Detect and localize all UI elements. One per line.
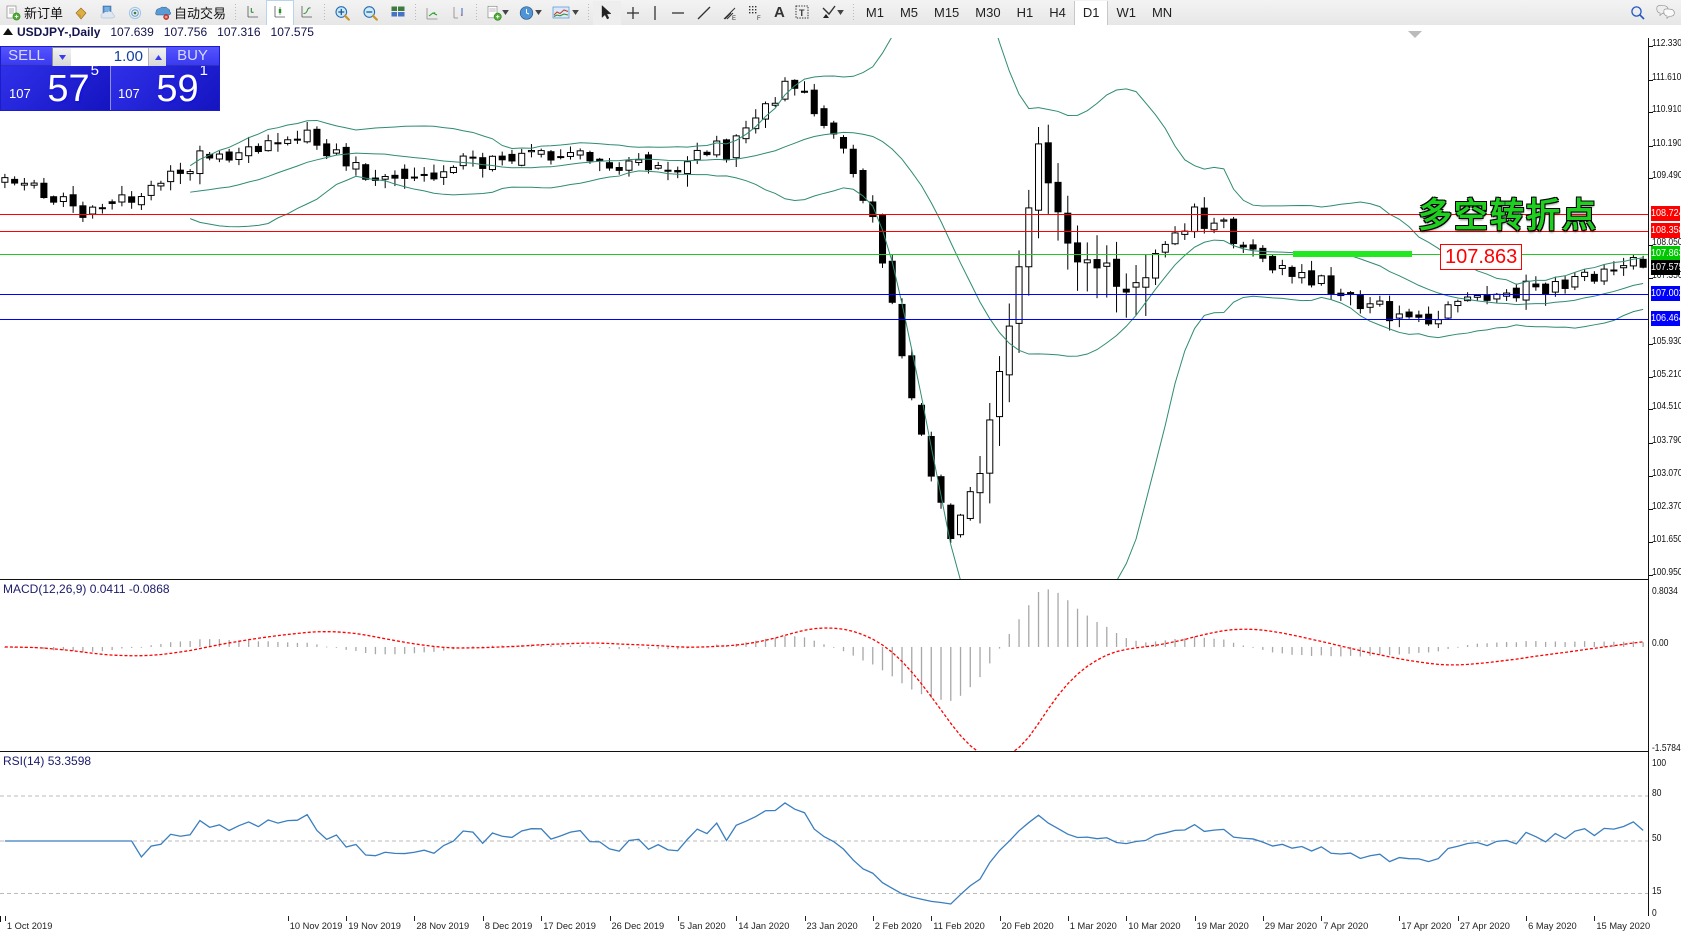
svg-text:E: E (732, 16, 736, 21)
svg-text:T: T (799, 8, 805, 18)
svg-text:F: F (757, 16, 761, 21)
